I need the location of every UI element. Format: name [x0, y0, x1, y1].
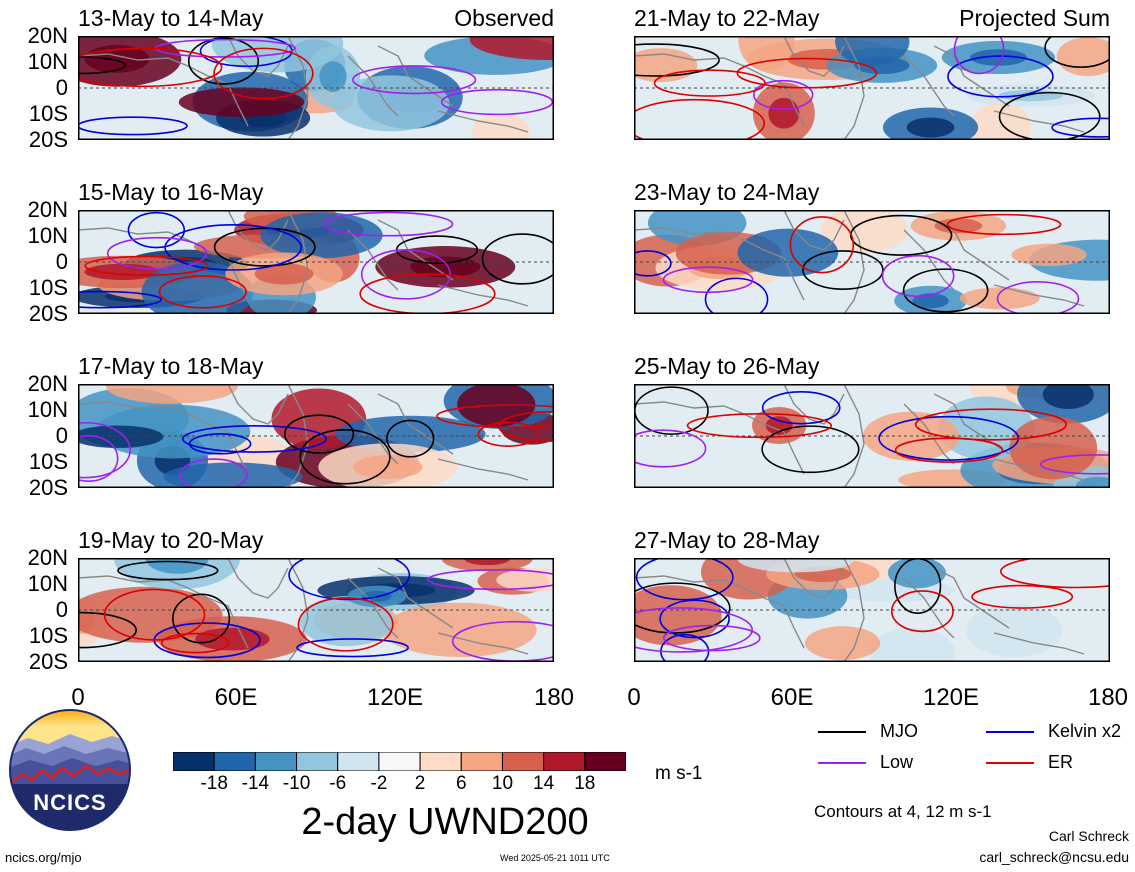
- panel-title: 23-May to 24-May: [634, 179, 820, 205]
- colorbar-tick-label: -2: [370, 773, 388, 794]
- colorbar-swatch: [173, 752, 215, 771]
- contours-note: Contours at 4, 12 m s-1: [814, 802, 992, 821]
- colorbar: [173, 752, 626, 771]
- lat-label: 0: [55, 249, 68, 274]
- lat-label: 10N: [27, 571, 68, 596]
- colorbar-tick-label: 2: [414, 773, 426, 794]
- panel-title: 25-May to 26-May: [634, 353, 820, 379]
- colorbar-tick-label: -10: [282, 773, 311, 794]
- uwnd-anomaly-map: [78, 36, 554, 140]
- uwnd-anomaly-map: [78, 558, 554, 662]
- colorbar-tick-label: 6: [455, 773, 467, 794]
- colorbar-swatch: [584, 752, 626, 771]
- panel-title: 27-May to 28-May: [634, 527, 820, 553]
- colorbar-unit: m s-1: [655, 763, 703, 784]
- colorbar-tick-label: -18: [200, 773, 228, 794]
- lon-label: 120E: [366, 684, 424, 711]
- author: Carl Schreck: [1048, 828, 1129, 844]
- legend-label-mjo: MJO: [880, 721, 918, 741]
- lat-label: 0: [55, 423, 68, 448]
- uwnd-anomaly-map: [78, 210, 554, 314]
- lat-label: 20N: [27, 23, 68, 48]
- ncics-logo: NCICS: [8, 708, 132, 832]
- panel-title: 13-May to 14-May: [78, 5, 264, 31]
- logo-text: NCICS: [33, 790, 107, 815]
- colorbar-swatch: [213, 752, 256, 771]
- lat-label: 10S: [28, 449, 68, 474]
- lat-label: 10S: [28, 623, 68, 648]
- legend-line-kelvin: [986, 731, 1034, 733]
- lat-label: 20N: [27, 197, 68, 222]
- lat-label: 10S: [28, 101, 68, 126]
- lat-label: 10N: [27, 49, 68, 74]
- uwnd-anomaly-map: [634, 384, 1110, 488]
- lat-label: 20S: [28, 127, 68, 152]
- legend-line-mjo: [818, 731, 866, 733]
- lon-label: 180: [1087, 684, 1129, 711]
- colorbar-tick-label: -14: [241, 773, 270, 794]
- colorbar-swatch: [543, 752, 586, 771]
- colorbar-swatch: [337, 752, 380, 771]
- legend-label-er: ER: [1048, 752, 1074, 772]
- colorbar-tick-label: 18: [574, 773, 596, 794]
- uwnd-anomaly-map: [634, 558, 1110, 662]
- colorbar-swatch: [378, 752, 421, 771]
- lat-label: 20S: [28, 475, 68, 500]
- lon-label: 180: [533, 684, 575, 711]
- lon-label: 60E: [214, 684, 258, 711]
- lon-label: 60E: [770, 684, 814, 711]
- figure-title: 2-day UWND200: [301, 801, 589, 843]
- colorbar-swatch: [419, 752, 462, 771]
- legend-line-er: [986, 762, 1034, 764]
- colorbar-swatch: [501, 752, 545, 771]
- lat-label: 20N: [27, 371, 68, 396]
- legend-line-low: [818, 762, 866, 764]
- colorbar-swatch: [460, 752, 503, 771]
- legend-label-low: Low: [880, 752, 914, 772]
- panel-title: 17-May to 18-May: [78, 353, 264, 379]
- panel-tag: Projected Sum: [959, 5, 1110, 31]
- colorbar-swatch: [254, 752, 298, 771]
- colorbar-swatch: [296, 752, 339, 771]
- lat-label: 10S: [28, 275, 68, 300]
- lat-label: 20S: [28, 301, 68, 326]
- lon-label: 0: [627, 684, 641, 711]
- legend-label-kelvin: Kelvin x2: [1048, 721, 1122, 741]
- uwnd-anomaly-map: [78, 384, 554, 488]
- colorbar-tick-label: 10: [491, 773, 514, 794]
- lat-label: 20N: [27, 545, 68, 570]
- lat-label: 0: [55, 597, 68, 622]
- panel-title: 21-May to 22-May: [634, 5, 820, 31]
- panel-title: 15-May to 16-May: [78, 179, 264, 205]
- author-email[interactable]: carl_schreck@ncsu.edu: [979, 849, 1129, 865]
- colorbar-tick-label: -6: [329, 773, 347, 794]
- colorbar-tick-label: 14: [533, 773, 555, 794]
- lat-label: 10N: [27, 397, 68, 422]
- panel-title: 19-May to 20-May: [78, 527, 264, 553]
- panel-tag: Observed: [454, 5, 554, 31]
- source-url[interactable]: ncics.org/mjo: [5, 850, 82, 865]
- timestamp: Wed 2025-05-21 1011 UTC: [500, 853, 610, 863]
- lon-label: 0: [71, 684, 85, 711]
- uwnd-anomaly-map: [634, 36, 1110, 140]
- lat-label: 20S: [28, 649, 68, 674]
- lat-label: 0: [55, 75, 68, 100]
- lat-label: 10N: [27, 223, 68, 248]
- lon-label: 120E: [922, 684, 980, 711]
- uwnd-anomaly-map: [634, 210, 1110, 314]
